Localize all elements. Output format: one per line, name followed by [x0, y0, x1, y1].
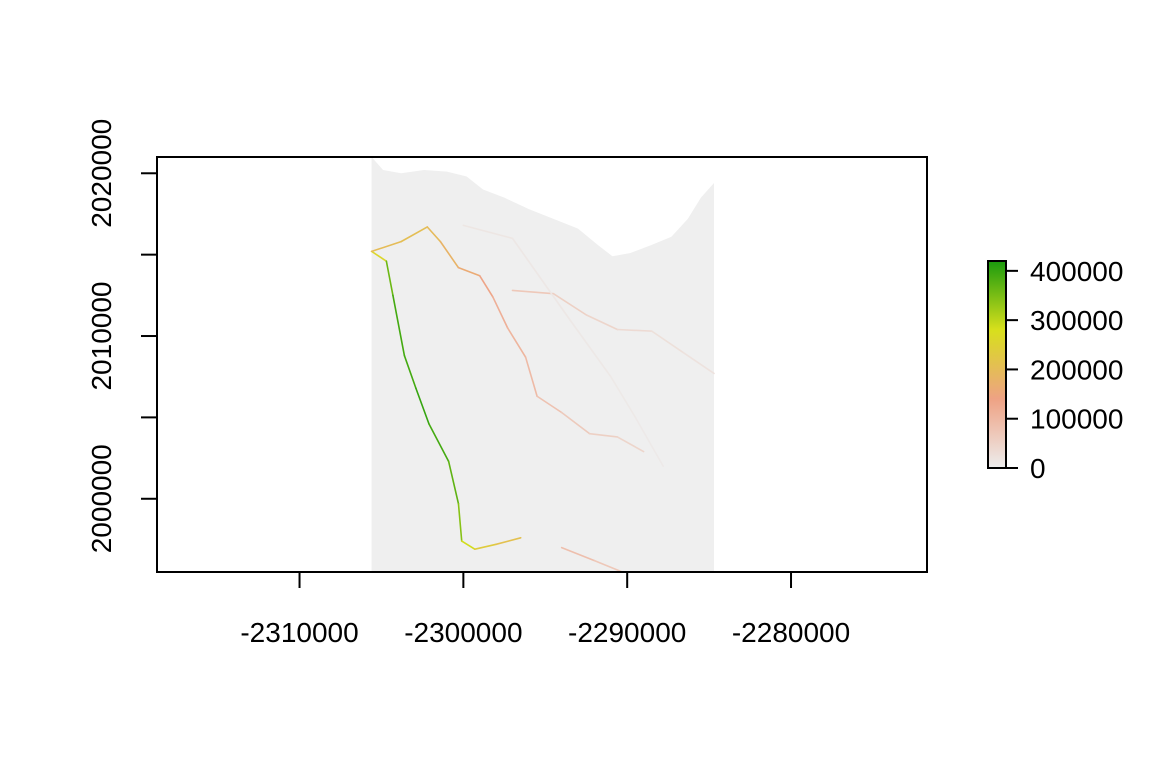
colorbar-tick-label: 100000 — [1030, 404, 1123, 435]
x-tick-label: -2300000 — [404, 617, 522, 648]
raster-layer — [371, 157, 715, 572]
value-path-1-segment — [616, 436, 645, 453]
y-axis: 2000000 2010000 2020000 — [86, 119, 157, 553]
y-tick-label: 2020000 — [86, 119, 117, 228]
colorbar-bar — [987, 260, 1007, 469]
colorbar-tick-label: 200000 — [1030, 354, 1123, 385]
value-path-1-segment — [560, 411, 591, 435]
colorbar-tick-label: 400000 — [1030, 256, 1123, 287]
raster-fill — [371, 157, 715, 572]
value-path-2-segment — [682, 351, 715, 375]
value-path-0-segment — [385, 260, 394, 297]
x-axis: -2310000 -2300000 -2290000 -2280000 — [240, 572, 850, 648]
value-path-4-segment — [610, 375, 637, 419]
value-path-1-segment — [457, 266, 481, 277]
value-path-0-segment — [403, 354, 417, 389]
value-path-0-segment — [428, 423, 450, 463]
value-path-0-segment — [447, 460, 460, 505]
y-tick-label: 2010000 — [86, 282, 117, 391]
value-path-2-segment — [650, 330, 684, 354]
value-path-4-segment — [569, 318, 612, 378]
value-path-1-segment — [370, 240, 402, 253]
plot-frame — [156, 156, 928, 573]
x-tick-label: -2310000 — [240, 617, 358, 648]
value-path-0-segment — [392, 294, 406, 357]
value-path-2-segment — [511, 289, 555, 295]
value-path-0-segment — [460, 540, 476, 551]
value-path-1-segment — [536, 395, 563, 414]
colorbar-legend: 0 100000 200000 300000 400000 — [987, 256, 1123, 484]
y-tick-label: 2000000 — [86, 444, 117, 553]
colorbar-tick-label: 300000 — [1030, 305, 1123, 336]
value-path-4-segment — [634, 416, 665, 468]
value-path-0-segment — [474, 543, 497, 551]
value-path-0-segment — [370, 250, 388, 262]
value-path-3-segment — [560, 546, 596, 562]
colorbar-tick-label: 0 — [1030, 453, 1046, 484]
value-path-4-segment — [511, 237, 571, 321]
value-path-0-segment — [495, 537, 522, 546]
value-path-1-segment — [506, 327, 527, 358]
value-path-1-segment — [588, 432, 619, 438]
value-path-2-segment — [585, 314, 619, 331]
value-path-1-segment — [426, 226, 442, 243]
value-path-1-segment — [524, 356, 538, 398]
x-tick-label: -2290000 — [568, 617, 686, 648]
value-path-0-segment — [415, 387, 430, 425]
value-path-0-segment — [457, 502, 463, 542]
value-path-2-segment — [616, 328, 653, 332]
value-paths — [370, 224, 715, 573]
value-path-1-segment — [439, 240, 460, 269]
value-path-1-segment — [478, 275, 494, 298]
value-path-3-segment — [593, 559, 624, 573]
value-path-4-segment — [462, 224, 514, 240]
value-path-1-segment — [492, 296, 509, 329]
value-path-1-segment — [400, 226, 429, 243]
value-path-2-segment — [552, 292, 588, 316]
x-tick-label: -2280000 — [732, 617, 850, 648]
